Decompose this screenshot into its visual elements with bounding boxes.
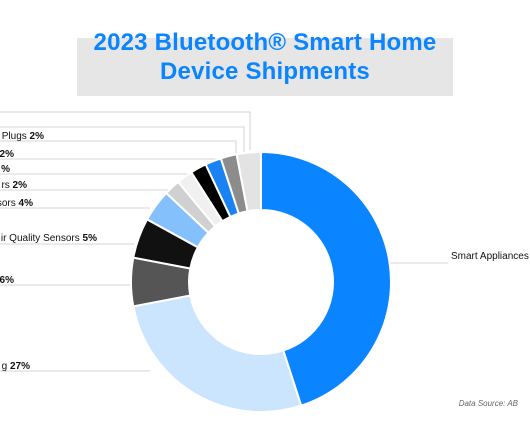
slice-label-name: Plugs	[2, 131, 30, 142]
slice-label-name: sors	[0, 198, 19, 209]
slice-label-name: rs	[1, 180, 12, 191]
slice-label-1: g 27%	[2, 361, 30, 372]
slice-label-value: 5%	[83, 233, 98, 244]
slice-label-4: sors 4%	[0, 198, 33, 209]
slice-label-3: ir Quality Sensors 5%	[1, 233, 97, 244]
slice-label-value: 27%	[10, 361, 30, 372]
chart-title-line-2: Device Shipments	[160, 58, 370, 85]
donut-slice-10	[235, 150, 262, 213]
slice-label-name: ir Quality Sensors	[1, 233, 83, 244]
slice-label-7: 2%	[0, 149, 14, 160]
slice-label-value: 6%	[0, 275, 14, 286]
chart-title: 2023 Bluetooth® Smart Home Device Shipme…	[77, 28, 453, 86]
slice-label-6: %	[1, 164, 10, 175]
donut-slice-1	[132, 294, 303, 413]
donut-slice-0	[260, 150, 392, 407]
slice-label-name: g	[2, 361, 10, 372]
slice-label-value: 2%	[0, 149, 14, 160]
slice-label-name: Smart Appliances	[451, 251, 529, 262]
slice-label-5: rs 2%	[1, 180, 27, 191]
slice-label-0: Smart Appliances	[451, 251, 529, 262]
chart-title-line-1: 2023 Bluetooth® Smart Home	[93, 29, 437, 56]
slice-label-value: 2%	[13, 180, 28, 191]
data-source-note: Data Source: AB	[458, 399, 518, 408]
slice-label-8: Plugs 2%	[2, 131, 44, 142]
slice-label-2: 6%	[0, 275, 14, 286]
slice-labels: Smart Appliances g 27% 6% ir Quality Sensor…	[0, 131, 529, 372]
donut-slices	[130, 150, 392, 413]
leader-line-7	[0, 158, 228, 172]
slice-label-value: %	[1, 164, 10, 175]
leader-line-8	[0, 140, 237, 160]
leader-line-10	[0, 111, 251, 150]
leader-line-9	[0, 126, 245, 154]
title-background	[77, 38, 453, 96]
slice-label-value: 2%	[30, 131, 45, 142]
slice-label-value: 4%	[19, 198, 34, 209]
